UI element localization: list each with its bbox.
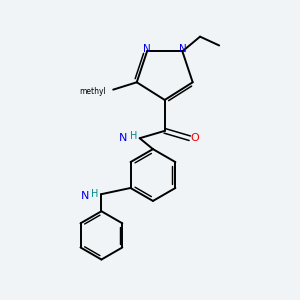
Text: H: H [91,189,99,199]
Text: methyl: methyl [79,87,106,96]
Text: O: O [191,133,200,143]
Text: N: N [143,44,151,54]
Text: N: N [81,190,89,201]
Text: N: N [119,133,128,143]
Text: N: N [178,44,186,54]
Text: H: H [130,131,137,141]
